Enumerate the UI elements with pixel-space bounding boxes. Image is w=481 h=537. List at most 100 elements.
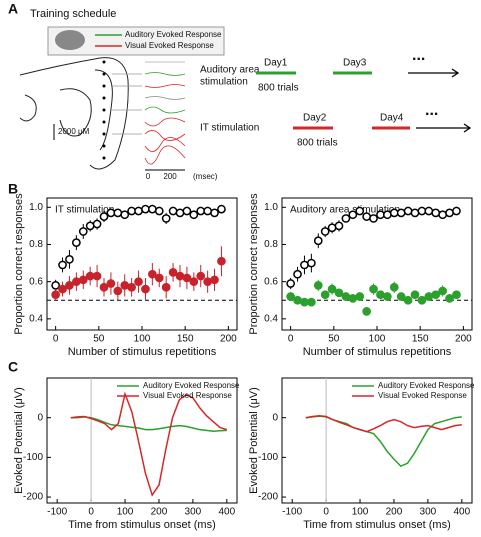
point	[383, 210, 392, 220]
x-tick-label: 200	[455, 334, 472, 345]
annotation: IT stimulation	[55, 205, 114, 216]
point	[85, 271, 95, 281]
point	[210, 208, 219, 218]
x-tick-label: 100	[369, 334, 386, 345]
point	[127, 206, 136, 216]
schedule-label: IT stimulation	[200, 123, 259, 134]
point	[168, 206, 178, 216]
point	[389, 282, 399, 292]
point	[148, 269, 157, 279]
point	[51, 290, 60, 300]
x-tick-label: 150	[177, 334, 194, 345]
point	[348, 210, 358, 220]
point	[217, 256, 226, 266]
point	[203, 277, 212, 287]
point	[320, 290, 330, 300]
y-tick-label: 0.4	[29, 313, 43, 324]
y-tick-label: 0.8	[264, 239, 278, 250]
point	[438, 210, 447, 220]
point	[376, 210, 385, 220]
x-axis-label: Number of stimulus repetitions	[68, 346, 217, 358]
x-tick-label: 0	[323, 507, 329, 518]
point	[313, 236, 323, 246]
y-tick-label: -200	[258, 492, 278, 503]
point	[72, 277, 81, 287]
point	[78, 227, 88, 236]
panel-label: B	[8, 181, 18, 197]
plot-frame	[46, 197, 238, 331]
legend-label: Visual Evoked Response	[378, 391, 467, 400]
x-tick-label: 100	[134, 334, 151, 345]
brain-thumbnail	[55, 30, 85, 50]
y-tick-label: -100	[23, 452, 43, 463]
point	[348, 294, 358, 303]
point	[148, 204, 157, 214]
point	[127, 282, 136, 292]
y-axis-label: Proportion correct responses	[248, 193, 260, 335]
point	[72, 238, 81, 247]
y-tick-label: 0.4	[264, 313, 278, 324]
x-tick-label: 0	[53, 334, 59, 345]
point	[65, 255, 74, 264]
x-tick-label: 150	[412, 334, 429, 345]
y-tick-label: 0.6	[29, 276, 43, 287]
y-tick-label: -200	[23, 492, 43, 503]
point	[85, 221, 95, 231]
point	[196, 271, 206, 281]
x-axis-label: Time from stimulus onset (ms)	[68, 519, 216, 531]
point	[175, 208, 185, 218]
point	[307, 258, 316, 268]
point	[134, 277, 143, 287]
point	[210, 275, 219, 285]
point	[452, 206, 461, 216]
point	[403, 206, 413, 216]
point	[58, 284, 67, 294]
point	[396, 208, 406, 218]
point	[369, 284, 378, 294]
x-tick-label: 0	[88, 507, 94, 518]
point	[168, 268, 178, 277]
arrow	[416, 123, 472, 133]
point	[376, 290, 385, 300]
x-tick-label: 300	[185, 507, 202, 518]
x-tick-label: -100	[47, 507, 67, 518]
evoked-traces	[112, 61, 186, 165]
point	[320, 227, 330, 236]
y-tick-label: 0.6	[264, 276, 278, 287]
point	[300, 260, 309, 270]
y-axis-label: Proportion correct responses	[13, 193, 25, 335]
x-tick-label: 400	[453, 507, 470, 518]
x-tick-label: 400	[218, 507, 235, 518]
point	[431, 208, 441, 218]
point	[327, 284, 337, 294]
point	[106, 279, 116, 288]
panel-label: C	[8, 359, 18, 375]
point	[424, 292, 434, 301]
point	[341, 214, 351, 223]
point	[182, 206, 192, 216]
point	[120, 281, 130, 290]
point	[196, 206, 206, 216]
point	[120, 210, 130, 220]
schedule-label: stimulation	[200, 77, 248, 88]
point	[355, 206, 365, 216]
point	[189, 277, 199, 287]
point	[293, 269, 302, 279]
point	[99, 212, 109, 221]
panel-title: Training schedule	[30, 8, 116, 20]
point	[58, 260, 67, 270]
point	[154, 273, 164, 283]
point	[389, 208, 399, 218]
point	[175, 271, 185, 281]
point	[452, 290, 461, 300]
time-tick: 200	[163, 172, 177, 181]
x-tick-label: 200	[386, 507, 403, 518]
point	[334, 288, 344, 298]
point	[182, 273, 192, 283]
point	[286, 279, 295, 288]
point	[438, 286, 447, 296]
time-tick: 0	[146, 172, 151, 181]
point	[327, 223, 337, 233]
cortex-outline	[19, 57, 129, 170]
point	[65, 281, 74, 290]
